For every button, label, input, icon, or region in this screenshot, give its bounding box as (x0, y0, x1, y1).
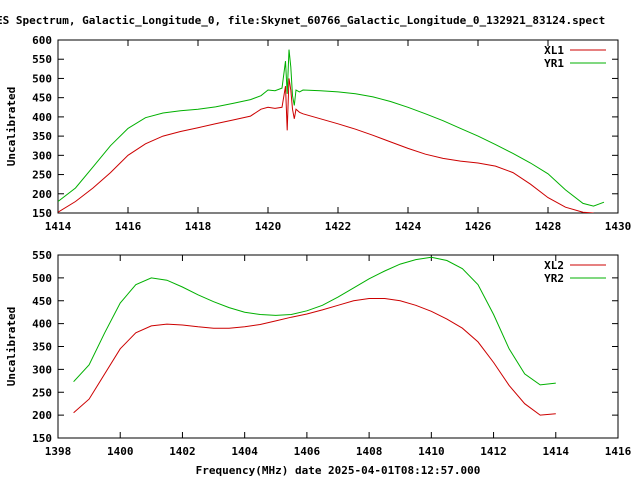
y-tick-label: 150 (32, 432, 52, 445)
series-line-XL2 (73, 298, 556, 416)
x-tick-label: 1412 (480, 445, 507, 458)
x-tick-label: 1414 (543, 445, 570, 458)
y-axis-label: Uncalibrated (5, 87, 18, 166)
series-line-YR1 (58, 49, 605, 207)
legend-label-YR1: YR1 (544, 57, 564, 70)
figure-title: ES Spectrum, Galactic_Longitude_0, file:… (0, 14, 605, 27)
x-tick-label: 1418 (185, 220, 212, 233)
y-tick-label: 200 (32, 188, 52, 201)
y-tick-label: 400 (32, 318, 52, 331)
y-tick-label: 250 (32, 169, 52, 182)
y-tick-label: 450 (32, 92, 52, 105)
y-tick-label: 300 (32, 363, 52, 376)
x-tick-label: 1422 (325, 220, 352, 233)
y-tick-label: 300 (32, 149, 52, 162)
legend-label-XL2: XL2 (544, 259, 564, 272)
x-tick-label: 1416 (115, 220, 142, 233)
y-tick-label: 200 (32, 409, 52, 422)
x-tick-label: 1410 (418, 445, 445, 458)
x-tick-label: 1406 (294, 445, 321, 458)
y-tick-label: 350 (32, 130, 52, 143)
chart-panels: 1414 1416 1418 1420 1422 1424 1426 1428 1430 150 2… (5, 34, 632, 458)
x-tick-label: 1428 (535, 220, 562, 233)
x-tick-label: 1404 (231, 445, 258, 458)
x-tick-label: 1426 (465, 220, 492, 233)
y-tick-label: 450 (32, 295, 52, 308)
x-tick-label: 1398 (45, 445, 72, 458)
series-line-YR2 (73, 256, 556, 386)
y-tick-label: 350 (32, 341, 52, 354)
series-line-XL1 (58, 78, 594, 213)
x-tick-label: 1416 (605, 445, 632, 458)
x-tick-label: 1414 (45, 220, 72, 233)
chart-panel-2: 1398 1400 1402 1404 1406 1408 1410 1412 1414 1416… (5, 249, 632, 458)
y-tick-label: 550 (32, 249, 52, 262)
y-tick-label: 150 (32, 207, 52, 220)
legend-label-YR2: YR2 (544, 272, 564, 285)
x-tick-label: 1408 (356, 445, 383, 458)
y-tick-label: 550 (32, 53, 52, 66)
y-tick-label: 500 (32, 272, 52, 285)
y-tick-label: 250 (32, 386, 52, 399)
y-tick-label: 400 (32, 111, 52, 124)
chart-panel-1: 1414 1416 1418 1420 1422 1424 1426 1428 1430 150 2… (5, 34, 631, 233)
y-tick-label: 600 (32, 34, 52, 47)
x-tick-label: 1400 (107, 445, 134, 458)
x-tick-label: 1430 (605, 220, 632, 233)
x-tick-label: 1420 (255, 220, 282, 233)
y-axis-label: Uncalibrated (5, 307, 18, 386)
x-tick-label: 1402 (169, 445, 196, 458)
legend-label-XL1: XL1 (544, 44, 564, 57)
y-tick-label: 500 (32, 72, 52, 85)
x-axis-label: Frequency(MHz) date 2025-04-01T08:12:57.… (196, 464, 481, 477)
x-tick-label: 1424 (395, 220, 422, 233)
